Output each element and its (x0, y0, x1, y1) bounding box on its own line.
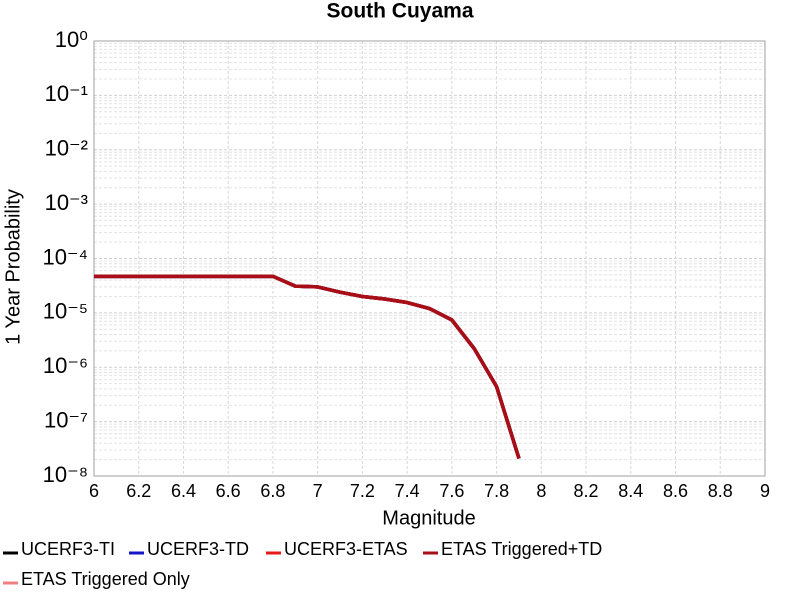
x-tick-label: 6 (89, 481, 99, 501)
chart-title: South Cuyama (326, 0, 473, 23)
x-tick-label: 8.2 (574, 481, 599, 501)
x-tick-label: 6.8 (260, 481, 285, 501)
legend-label: UCERF3-TD (147, 539, 249, 559)
x-axis-label: Magnitude (382, 507, 475, 529)
y-tick-label: 10⁻² (45, 136, 88, 161)
x-tick-label: 7.8 (484, 481, 509, 501)
x-tick-label: 7.2 (350, 481, 375, 501)
y-axis-label: 1 Year Probability (2, 189, 24, 345)
x-tick-label: 7.6 (439, 481, 464, 501)
legend-label: UCERF3-ETAS (284, 539, 408, 559)
x-tick-label: 7.4 (395, 481, 420, 501)
legend-label: UCERF3-TI (21, 539, 115, 559)
plot-border (93, 40, 766, 477)
y-tick-label: 10⁻⁶ (43, 353, 88, 378)
y-tick-label: 10⁻⁵ (43, 299, 88, 324)
y-tick-label: 10⁻¹ (45, 81, 88, 106)
legend-label: ETAS Triggered Only (21, 569, 190, 589)
x-tick-label: 8.6 (663, 481, 688, 501)
x-tick-label: 8 (536, 481, 546, 501)
x-tick-label: 9 (760, 481, 770, 501)
x-tick-label: 8.4 (618, 481, 643, 501)
y-tick-label: 10⁻⁸ (43, 462, 88, 487)
legend-label: ETAS Triggered+TD (441, 539, 602, 559)
x-tick-label: 6.2 (126, 481, 151, 501)
x-tick-label: 8.8 (708, 481, 733, 501)
y-tick-label: 10⁰ (55, 27, 88, 52)
y-tick-label: 10⁻⁷ (44, 407, 88, 432)
x-tick-label: 7 (313, 481, 323, 501)
y-tick-label: 10⁻³ (45, 190, 88, 215)
y-tick-label: 10⁻⁴ (42, 244, 88, 269)
x-tick-label: 6.6 (216, 481, 241, 501)
x-tick-label: 6.4 (171, 481, 196, 501)
series-line (94, 274, 521, 460)
